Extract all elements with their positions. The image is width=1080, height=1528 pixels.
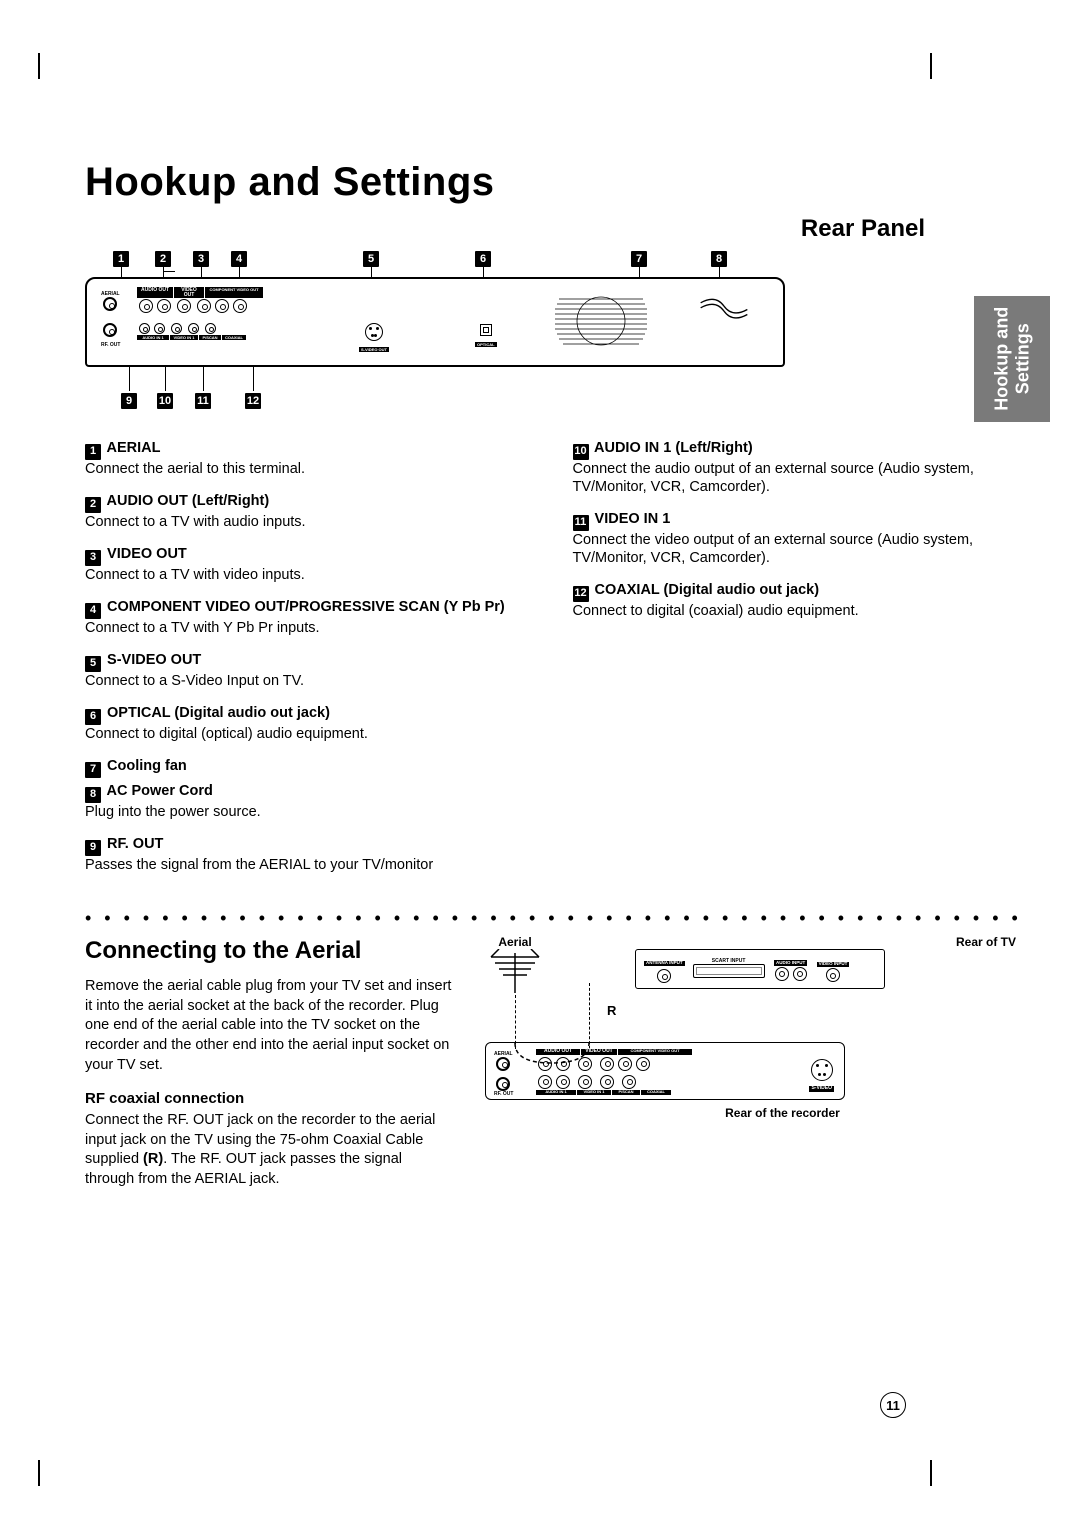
side-tab-line1: Hookup and (991, 307, 1011, 411)
page-number: 11 (880, 1392, 906, 1418)
desc-text: Connect to digital (coaxial) audio equip… (573, 602, 1021, 620)
rfout-jack (103, 323, 117, 337)
rear-tv-label: Rear of TV (557, 935, 1020, 949)
rear-panel-diagram: 1 2 3 4 5 6 7 8 AERIAL RF. OUT AUDIO OUT… (85, 249, 785, 409)
desc-col-right: 10 AUDIO IN 1 (Left/Right)Connect the au… (573, 439, 1021, 888)
desc-text: Plug into the power source. (85, 803, 533, 821)
desc-text: Passes the signal from the AERIAL to you… (85, 856, 533, 874)
tv-rear-box: ANTENNA INPUT SCART INPUT AUDIO INPUT (635, 949, 885, 989)
description-columns: 1 AERIALConnect the aerial to this termi… (85, 439, 1020, 888)
desc-title: AUDIO IN 1 (Left/Right) (594, 440, 753, 456)
rear-panel-body: AERIAL RF. OUT AUDIO OUT VIDEO OUT COMPO… (85, 277, 785, 367)
rfout-label: RF. OUT (101, 342, 120, 348)
desc-col-left: 1 AERIALConnect the aerial to this termi… (85, 439, 533, 888)
optical-jack (480, 324, 492, 336)
desc-text: Connect the video output of an external … (573, 531, 1021, 567)
desc-title: VIDEO IN 1 (595, 511, 671, 527)
comp-pb (215, 299, 229, 313)
callout-10: 10 (157, 393, 173, 409)
power-cord-icon (699, 297, 749, 332)
desc-text: Connect to digital (optical) audio equip… (85, 725, 533, 743)
audio-out-l (157, 299, 171, 313)
component-label: COMPONENT VIDEO OUT (205, 287, 263, 298)
recorder-rear-box: AERIAL RF. OUT AUDIO OUT VIDEO OUT COMPO… (485, 1042, 845, 1100)
tv-audio-r (793, 967, 807, 981)
svideo-out-jack (365, 323, 383, 341)
dotted-rule: • • • • • • • • • • • • • • • • • • • • … (85, 908, 1020, 929)
desc-text: Connect to a TV with Y Pb Pr inputs. (85, 619, 533, 637)
audio-in-r (139, 323, 150, 334)
desc-title: VIDEO OUT (107, 546, 187, 562)
callout-12: 12 (245, 393, 261, 409)
tv-video-in (826, 968, 840, 982)
desc-title: OPTICAL (Digital audio out jack) (107, 705, 330, 721)
coaxial-label: COAXIAL (222, 335, 246, 340)
pscan-jack (188, 323, 199, 334)
callout-9: 9 (121, 393, 137, 409)
desc-title: COAXIAL (Digital audio out jack) (595, 582, 820, 598)
optical-label: OPTICAL (475, 342, 497, 347)
aerial-jack (103, 297, 117, 311)
video-out-jack (177, 299, 191, 313)
callout-11: 11 (195, 393, 211, 409)
desc-text: Connect to a TV with audio inputs. (85, 513, 533, 531)
desc-title: AC Power Cord (107, 783, 213, 799)
side-tab-line2: Settings (1012, 324, 1032, 395)
desc-title: AERIAL (107, 440, 161, 456)
desc-text: Connect to a TV with video inputs. (85, 566, 533, 584)
desc-title: RF. OUT (107, 836, 163, 852)
pscan-label: P/SCAN (199, 335, 221, 340)
connect-para: Remove the aerial cable plug from your T… (85, 977, 455, 1075)
video-out-label: VIDEO OUT (174, 287, 204, 298)
aerial-antenna-icon: Aerial (485, 935, 545, 996)
side-tab: Hookup and Settings (974, 296, 1050, 422)
comp-y (197, 299, 211, 313)
connect-heading: Connecting to the Aerial (85, 935, 455, 967)
video-in-label: VIDEO IN 1 (170, 335, 198, 340)
tv-audio-l (775, 967, 789, 981)
audio-in-l (154, 323, 165, 334)
video-in-jack (171, 323, 182, 334)
connect-subheading: RF coaxial connection (85, 1089, 455, 1109)
page-title: Hookup and Settings (85, 160, 1020, 205)
desc-title: Cooling fan (107, 758, 187, 774)
connect-diagram: Aerial Rear of TV ANTENNA INPUT (485, 935, 1020, 1190)
cable-line (515, 995, 516, 1049)
desc-title: COMPONENT VIDEO OUT/PROGRESSIVE SCAN (Y … (107, 599, 505, 615)
cooling-fan-icon (555, 295, 647, 347)
rear-panel-heading: Rear Panel (85, 215, 1020, 243)
cable-line (589, 983, 590, 1049)
comp-pr (233, 299, 247, 313)
desc-title: AUDIO OUT (Left/Right) (107, 493, 270, 509)
svideo-out-label: S-VIDEO OUT (359, 347, 389, 352)
connect-text-block: Connecting to the Aerial Remove the aeri… (85, 935, 455, 1190)
desc-text: Connect to a S-Video Input on TV. (85, 672, 533, 690)
rec-svideo-jack (811, 1059, 833, 1081)
rec-rfout-jack (496, 1077, 510, 1091)
cable-r-label: R (607, 1003, 616, 1018)
audio-out-label: AUDIO OUT (137, 287, 173, 298)
desc-title: S-VIDEO OUT (107, 652, 201, 668)
coaxial-jack (205, 323, 216, 334)
tv-antenna-jack (657, 969, 671, 983)
rear-recorder-label: Rear of the recorder (545, 1106, 1020, 1120)
audio-out-r (139, 299, 153, 313)
audio-in-label: AUDIO IN 1 (137, 335, 169, 340)
rec-aerial-jack (496, 1057, 510, 1071)
desc-text: Connect the audio output of an external … (573, 460, 1021, 496)
desc-text: Connect the aerial to this terminal. (85, 460, 533, 478)
connect-subpara: Connect the RF. OUT jack on the recorder… (85, 1111, 455, 1189)
scart-connector (693, 964, 765, 978)
